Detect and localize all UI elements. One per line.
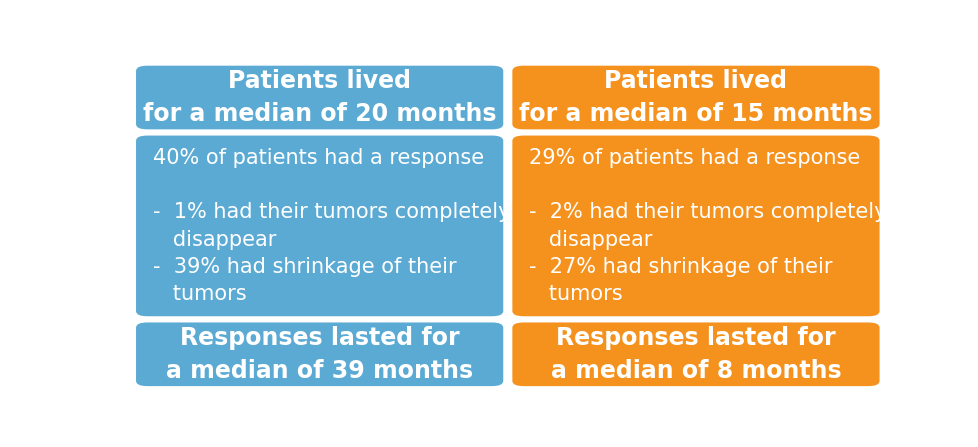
Text: 40% of patients had a response

-  1% had their tumors completely
   disappear
-: 40% of patients had a response - 1% had … — [153, 148, 510, 304]
Text: Responses lasted for
a median of 39 months: Responses lasted for a median of 39 mont… — [166, 326, 472, 383]
FancyBboxPatch shape — [136, 66, 503, 129]
Text: 29% of patients had a response

-  2% had their tumors completely
   disappear
-: 29% of patients had a response - 2% had … — [528, 148, 886, 304]
Text: Patients lived
for a median of 15 months: Patients lived for a median of 15 months — [518, 69, 871, 126]
FancyBboxPatch shape — [511, 66, 878, 129]
Text: Patients lived
for a median of 20 months: Patients lived for a median of 20 months — [143, 69, 496, 126]
FancyBboxPatch shape — [511, 135, 878, 316]
Text: Responses lasted for
a median of 8 months: Responses lasted for a median of 8 month… — [550, 326, 840, 383]
FancyBboxPatch shape — [136, 135, 503, 316]
FancyBboxPatch shape — [136, 322, 503, 386]
FancyBboxPatch shape — [511, 322, 878, 386]
